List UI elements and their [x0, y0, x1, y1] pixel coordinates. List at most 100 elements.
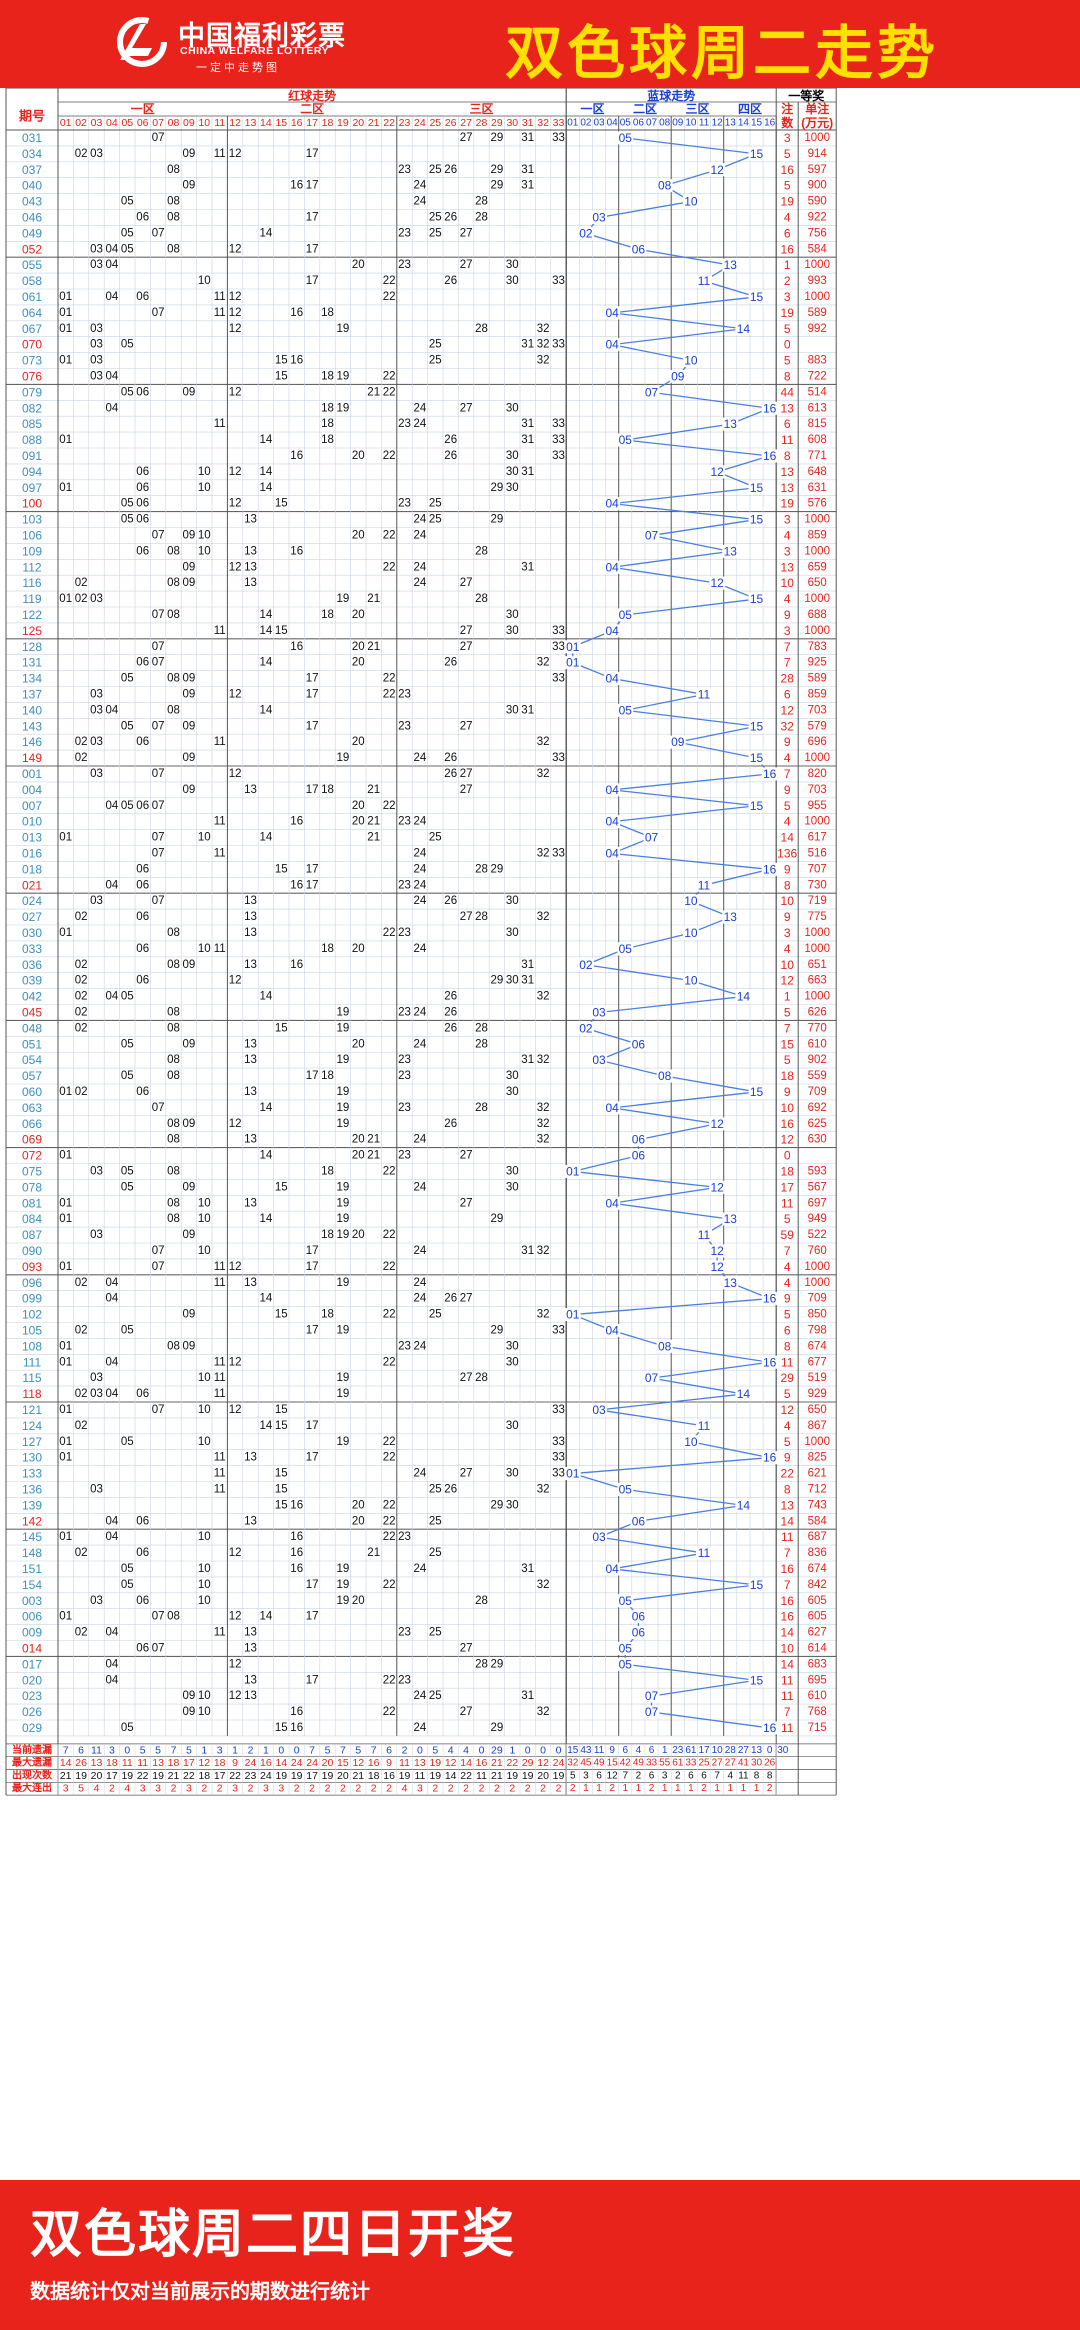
red-ball: 04	[106, 991, 119, 1003]
red-ball: 31	[521, 466, 534, 478]
red-ball: 23	[398, 1150, 411, 1162]
red-ball: 04	[106, 259, 119, 271]
red-ball: 19	[337, 1006, 350, 1018]
red-ball: 05	[121, 386, 134, 398]
red-stat-value: 1	[201, 1744, 207, 1756]
prize-amount: 922	[808, 211, 827, 223]
red-ball: 27	[460, 641, 473, 653]
red-ball: 19	[337, 752, 350, 764]
red-stat-value: 18	[168, 1757, 180, 1769]
prize-amount: 625	[808, 1118, 827, 1130]
red-ball: 29	[491, 180, 504, 192]
red-stat-value: 21	[352, 1770, 364, 1782]
blue-ball-bg	[604, 672, 621, 686]
red-ball: 18	[321, 1070, 334, 1082]
red-stat-value: 20	[537, 1770, 549, 1782]
red-stat-value: 0	[278, 1744, 284, 1756]
blue-ball: 15	[750, 719, 764, 733]
red-stat-value: 2	[294, 1783, 300, 1795]
red-ball: 04	[106, 1277, 119, 1289]
red-number-header: 29	[491, 117, 503, 129]
prize-count: 10	[781, 1641, 795, 1655]
red-stat-value: 11	[122, 1757, 133, 1769]
red-stat-value: 6	[386, 1744, 392, 1756]
red-ball: 13	[244, 1038, 257, 1050]
red-ball: 24	[414, 879, 427, 891]
red-ball: 22	[383, 1356, 396, 1368]
blue-ball: 15	[750, 751, 764, 765]
prize-count: 10	[781, 576, 795, 590]
prize-amount: 516	[808, 847, 827, 859]
red-number-header: 22	[383, 117, 395, 129]
red-stat-value: 2	[201, 1783, 207, 1795]
red-ball: 25	[429, 1515, 442, 1527]
red-ball: 30	[506, 895, 519, 907]
red-ball: 30	[506, 1070, 519, 1082]
prize-count: 32	[781, 719, 795, 733]
red-stat-value: 3	[278, 1783, 284, 1795]
period-number: 137	[22, 687, 42, 701]
red-ball: 24	[414, 1134, 427, 1146]
blue-ball: 05	[619, 131, 633, 145]
blue-ball: 15	[750, 1085, 764, 1099]
prize-amount: 627	[808, 1627, 827, 1639]
red-stat-value: 18	[198, 1770, 210, 1782]
blue-ball: 07	[645, 1705, 659, 1719]
red-ball: 27	[460, 1706, 473, 1718]
red-ball: 22	[383, 688, 396, 700]
red-ball: 19	[337, 370, 350, 382]
red-stat-value: 0	[479, 1744, 485, 1756]
red-ball: 27	[460, 1197, 473, 1209]
red-ball: 08	[167, 196, 180, 208]
red-ball: 07	[152, 895, 165, 907]
blue-stat-value: 8	[754, 1770, 760, 1781]
red-ball: 04	[106, 800, 119, 812]
red-stat-value: 17	[106, 1770, 118, 1782]
prize-amount: 1000	[804, 991, 830, 1003]
red-stat-value: 2	[479, 1783, 485, 1795]
stat-label: 最大连出	[12, 1781, 52, 1794]
blue-stat-value: 61	[672, 1758, 684, 1769]
red-ball: 24	[414, 847, 427, 859]
red-ball: 28	[475, 211, 488, 223]
red-ball: 23	[398, 1102, 411, 1114]
red-stat-value: 4	[94, 1783, 100, 1795]
blue-ball-bg	[682, 894, 699, 908]
amount-header: 单注	[805, 101, 829, 116]
red-stat-value: 14	[460, 1757, 472, 1769]
red-ball: 13	[244, 895, 257, 907]
blue-stat-value: 6	[688, 1770, 694, 1781]
red-ball: 06	[136, 545, 149, 557]
red-ball: 02	[75, 1627, 88, 1639]
period-number: 109	[22, 544, 42, 558]
red-ball: 27	[460, 402, 473, 414]
blue-ball-bg	[617, 942, 634, 956]
blue-ball: 04	[605, 1101, 619, 1115]
red-number-header: 26	[445, 117, 457, 129]
red-ball: 17	[306, 211, 319, 223]
red-ball: 30	[506, 1468, 519, 1480]
blue-ball-bg	[617, 1657, 634, 1671]
red-ball: 14	[260, 991, 273, 1003]
blue-zone-header: 二区	[633, 102, 657, 116]
prize-amount: 677	[808, 1356, 827, 1368]
blue-ball-bg	[617, 703, 634, 717]
red-ball: 32	[537, 1483, 550, 1495]
red-ball: 16	[290, 180, 303, 192]
blue-ball: 12	[710, 465, 724, 479]
blue-ball: 06	[632, 1514, 646, 1528]
red-ball: 16	[290, 307, 303, 319]
prize-count: 11	[781, 1673, 794, 1687]
blue-stat-value: 1	[622, 1783, 628, 1794]
red-ball: 29	[491, 1213, 504, 1225]
red-number-header: 16	[291, 117, 303, 129]
red-ball: 03	[90, 593, 103, 605]
blue-ball-bg	[604, 1196, 621, 1210]
red-stat-value: 19	[522, 1770, 534, 1782]
red-stat-value: 16	[368, 1757, 380, 1769]
blue-ball-bg	[735, 990, 752, 1004]
red-ball: 06	[136, 482, 149, 494]
blue-ball-bg	[604, 1562, 621, 1576]
red-ball: 09	[183, 529, 196, 541]
blue-stat-value: 4	[727, 1770, 733, 1781]
